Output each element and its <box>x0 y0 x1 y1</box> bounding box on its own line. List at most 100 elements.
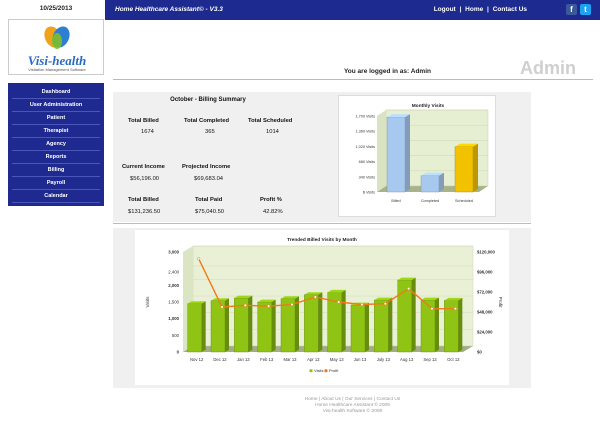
x-tick-label: Oct 13 <box>447 357 460 362</box>
nav-agency[interactable]: Agency <box>12 138 100 151</box>
total-paid-label: Total Paid <box>195 197 223 203</box>
bar-side <box>248 295 253 352</box>
x-tick-label: Dec 12 <box>213 357 227 362</box>
chart-title: Monthly Visits <box>412 103 445 109</box>
total-billed-amount-value: $131,236.50 <box>128 209 161 215</box>
nav-billing[interactable]: Billing <box>12 164 100 177</box>
bar <box>257 301 272 353</box>
legend-visits-marker <box>309 369 313 373</box>
y-tick-label: 340 Visits <box>359 175 375 179</box>
nav-user-administration[interactable]: User Administration <box>12 99 100 112</box>
x-tick-label: Scheduled <box>455 199 473 203</box>
trend-chart-panel: Trended Billed Visits by Month 0 1,000 2,00… <box>113 228 531 388</box>
total-scheduled-label: Total Scheduled <box>248 118 293 124</box>
logo-subtitle: Visitation Management Software <box>28 67 86 72</box>
bar-side <box>388 297 393 352</box>
x-tick-label: Feb 13 <box>260 357 274 362</box>
y-tick-label: 1,000 <box>168 316 179 321</box>
bar <box>187 303 202 353</box>
x-tick-label: Completed <box>421 199 439 203</box>
trend-chart-frame: Trended Billed Visits by Month 0 1,000 2,00… <box>135 230 509 385</box>
bar-top <box>234 295 253 298</box>
bar-top <box>444 297 463 301</box>
x-tick-label: Aug 13 <box>400 357 414 362</box>
x-tick-label: July 13 <box>377 357 391 362</box>
footer: Home | About Us | Our Services | Contact… <box>105 397 600 415</box>
y-tick-label: 1,500 <box>168 300 179 305</box>
divider <box>113 79 593 80</box>
twitter-icon[interactable]: t <box>580 4 591 15</box>
y-axis-label: Visits <box>145 296 150 308</box>
total-paid-value: $75,040.50 <box>195 209 225 215</box>
bar-top <box>187 301 206 304</box>
bar <box>210 300 226 353</box>
nav-therapist[interactable]: Therapist <box>12 125 100 138</box>
bar-side <box>201 301 206 352</box>
footer-link-contact[interactable]: Contact Us <box>376 397 401 402</box>
profit-point <box>243 303 247 307</box>
facebook-icon[interactable]: f <box>566 4 577 15</box>
nav-calendar[interactable]: Calendar <box>12 190 100 203</box>
nav-payroll[interactable]: Payroll <box>12 177 100 190</box>
bar-top <box>387 114 410 118</box>
x-tick-label: Nov 12 <box>190 357 204 362</box>
nav-reports[interactable]: Reports <box>12 151 100 164</box>
legend-profit-marker <box>324 369 328 373</box>
profit-point <box>337 300 341 304</box>
link-separator: | <box>487 6 489 13</box>
x-tick-label: Sep 13 <box>423 357 437 362</box>
nav-dashboard[interactable]: Dashboard <box>12 86 100 99</box>
footer-link-home[interactable]: Home <box>304 397 318 402</box>
nav-patient[interactable]: Patient <box>12 112 100 125</box>
bar-side <box>341 289 346 352</box>
y-tick-label: 1,700 Visits <box>355 115 375 119</box>
projected-income-value: $69,683.04 <box>194 176 224 182</box>
profit-point <box>197 257 201 261</box>
bar-top <box>327 289 346 293</box>
bar <box>386 116 406 193</box>
footer-link-about[interactable]: About Us <box>321 397 341 402</box>
bar-top <box>281 296 299 299</box>
total-billed-value: 1674 <box>141 129 154 135</box>
bar-side <box>318 292 323 352</box>
projected-income-label: Projected Income <box>182 164 231 170</box>
top-bar: Home Healthcare Assistant© - V3.3 Logout… <box>105 0 600 20</box>
profit-point <box>313 295 317 299</box>
bar-top <box>421 297 439 300</box>
profit-value: 42.82% <box>263 209 283 215</box>
profit-point <box>267 304 271 308</box>
footer-links: Home | About Us | Our Services | Contact… <box>304 397 401 402</box>
y-right-tick-label: $0 <box>477 350 482 355</box>
y-tick-label: 2,000 <box>168 283 179 288</box>
bar-side <box>405 114 410 192</box>
logo[interactable]: Visi-health Visitation Management Softwa… <box>8 19 104 75</box>
link-separator: | <box>459 6 462 13</box>
legend-profit-label: Profit <box>329 368 339 373</box>
bar-top <box>397 277 416 280</box>
bar-top <box>421 172 444 176</box>
y-tick-label: $ Visits <box>363 191 375 195</box>
welcome-message: You are logged in as: Admin <box>343 68 431 75</box>
trended-visits-chart: Trended Billed Visits by Month 0 1,000 2,00… <box>145 237 503 373</box>
logout-link[interactable]: Logout <box>433 6 456 13</box>
contact-link[interactable]: Contact Us <box>492 6 527 13</box>
y-tick-label: 1,020 Visits <box>355 145 375 149</box>
bar-top <box>455 143 478 147</box>
monthly-visits-chart: Monthly Visits $ Visits 340 Visits 680 Visi… <box>355 103 489 203</box>
bar <box>420 175 440 193</box>
bar-side <box>295 296 299 352</box>
bar <box>454 146 474 193</box>
bar-top <box>374 297 393 300</box>
footer-link-services[interactable]: Our Services <box>344 397 373 402</box>
y-tick-label: 1,360 Visits <box>355 130 375 134</box>
y-right-tick-label: $120,000 <box>477 250 496 255</box>
y-tick-label: 500 <box>172 333 180 338</box>
bar-side <box>458 297 463 352</box>
y-right-axis-label: Profit <box>498 297 503 308</box>
y-tick-label: 2,400 <box>168 270 179 275</box>
footer-copyright-1: Home Healthcare Assistant © 2009 <box>315 403 390 408</box>
y-tick-label: 0 <box>177 350 180 355</box>
home-link[interactable]: Home <box>465 6 484 13</box>
profit-point <box>290 302 294 307</box>
sidebar-nav: Dashboard User Administration Patient Thera… <box>8 83 104 206</box>
